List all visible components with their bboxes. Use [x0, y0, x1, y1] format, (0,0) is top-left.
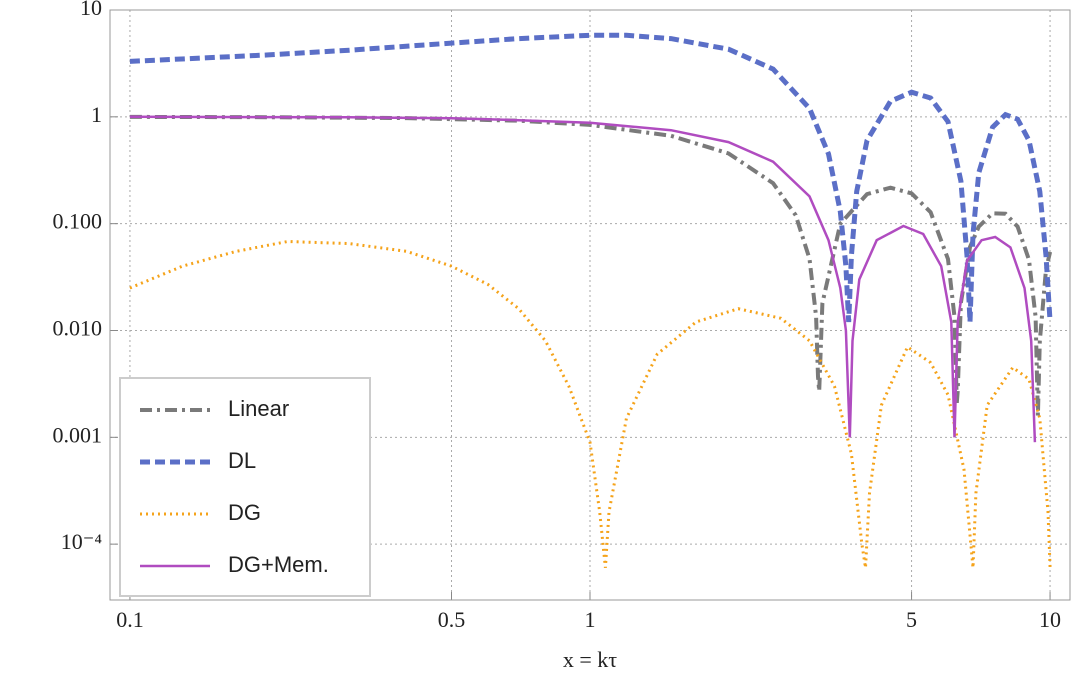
x-axis-label: x = kτ	[563, 647, 617, 672]
y-tick-label: 10⁻⁴	[61, 529, 103, 554]
x-tick-label: 5	[906, 607, 917, 632]
series-line	[129, 239, 1052, 569]
y-tick-label: 1	[91, 102, 102, 127]
plot-frame	[109, 9, 1071, 601]
x-tick-label: 0.5	[438, 607, 466, 632]
series-line	[129, 114, 1053, 416]
x-tick-label: 0.1	[116, 607, 144, 632]
x-tick-label: 1	[584, 607, 595, 632]
y-tick-label: 0.010	[53, 316, 103, 341]
legend-label: Linear	[228, 396, 289, 421]
series-line	[129, 115, 1037, 443]
legend-label: DL	[228, 448, 256, 473]
series-line	[129, 32, 1053, 323]
legend-box	[119, 377, 371, 597]
y-tick-label: 0.100	[53, 209, 103, 234]
legend-label: DG+Mem.	[228, 552, 329, 577]
x-tick-label: 10	[1039, 607, 1061, 632]
y-tick-label: 10	[80, 0, 102, 20]
y-tick-label: 0.001	[53, 422, 103, 447]
legend-label: DG	[228, 500, 261, 525]
